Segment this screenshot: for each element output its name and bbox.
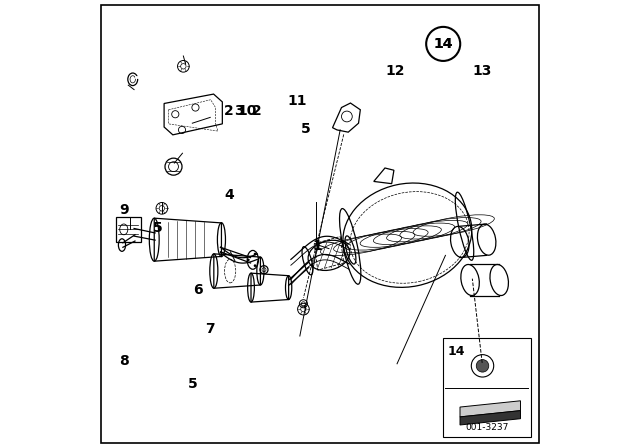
Text: 2: 2	[252, 104, 261, 118]
Polygon shape	[460, 401, 520, 417]
Text: 12: 12	[385, 64, 405, 78]
Text: 3: 3	[234, 104, 243, 118]
Circle shape	[253, 253, 257, 255]
Text: 9: 9	[119, 202, 129, 217]
Bar	[443, 338, 531, 437]
Text: 6: 6	[193, 283, 203, 297]
Text: 13: 13	[472, 64, 492, 78]
Text: 5: 5	[153, 220, 163, 235]
Circle shape	[253, 264, 257, 267]
Circle shape	[247, 258, 250, 261]
Text: 2: 2	[224, 104, 234, 118]
Text: 5: 5	[301, 122, 310, 136]
Text: 001-3237: 001-3237	[465, 423, 509, 432]
Text: 7: 7	[205, 322, 215, 336]
Text: 11: 11	[287, 94, 307, 108]
Text: 14: 14	[448, 345, 465, 358]
Text: 4: 4	[224, 188, 234, 202]
Text: 14: 14	[433, 37, 453, 51]
Circle shape	[476, 360, 489, 372]
Text: 5: 5	[188, 377, 197, 392]
Polygon shape	[460, 411, 520, 425]
Text: 10: 10	[237, 104, 257, 118]
Text: 8: 8	[119, 353, 129, 368]
Text: 14: 14	[433, 37, 453, 51]
Text: 1: 1	[313, 238, 323, 253]
